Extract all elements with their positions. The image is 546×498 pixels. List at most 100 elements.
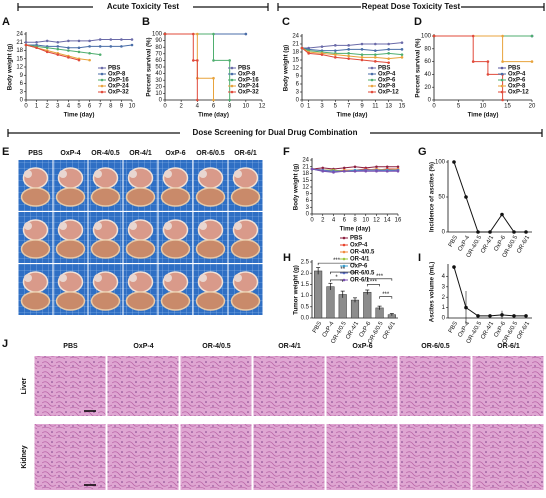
panel-label: C [282,16,290,28]
data-point [77,50,81,54]
y-tick-label: 15 [302,178,309,184]
data-point [524,314,528,318]
data-point [353,169,357,173]
y-tick-label: 6 [296,82,300,88]
x-tick-label: 5 [77,104,81,110]
tissue [55,187,86,207]
x-tick-label: PBS [448,235,459,248]
photo-group-label: OR-6/1 [234,150,257,157]
legend-label: OxP-4 [508,72,526,78]
data-point [452,160,456,164]
significance-bracket [379,296,393,299]
x-tick-label: 2 [46,104,50,110]
data-point [471,34,475,38]
data-point [396,165,400,169]
y-tick-label: 80 [424,46,431,52]
data-point [385,165,389,169]
x-tick-label: 2 [179,104,183,110]
legend-marker [342,243,346,247]
y-axis-label: Percent survival (%) [415,38,422,97]
data-point [120,38,123,41]
x-tick-label: 0 [300,104,304,110]
y-tick-label: 0 [442,230,446,236]
histology-image [326,356,398,416]
legend-label: OxP-8 [378,84,396,90]
tissue [195,187,226,207]
tissue [164,222,172,230]
tissue [234,274,242,282]
y-axis-label: Body weight (g) [7,44,14,90]
tissue [125,187,156,207]
histology-image [472,356,544,416]
tissue [90,291,121,311]
x-tick-label: OR-6/1 [516,320,531,340]
x-tick-label: 7 [99,104,103,110]
panel-label: E [2,146,9,158]
tissue [90,239,121,259]
x-tick-label: 10 [242,104,249,110]
data-point [244,32,248,36]
data-point [476,230,480,234]
legend-label: OxP-4 [378,72,396,78]
x-tick-label: 13 [385,104,392,110]
tissue [230,291,261,311]
histology-group-label: OxP-6 [352,343,372,350]
photo-group-label: OxP-4 [60,150,80,157]
x-tick-label: OR-4/1 [480,320,495,340]
data-point [334,49,337,52]
legend-label: OxP-8 [238,72,256,78]
data-point [342,169,346,173]
x-tick-label: 0 [432,104,436,110]
data-point [334,53,337,56]
data-point [67,49,70,52]
tissue [230,239,261,259]
y-tick-label: 3 [296,90,300,96]
legend-marker [100,78,104,82]
histology-image [107,356,179,416]
data-point [464,195,468,199]
y-tick-label: 0 [296,98,300,104]
y-tick-label: 20 [155,84,162,90]
y-tick-label: 0 [20,98,24,104]
legend-label: OxP-32 [108,90,129,96]
data-point [387,52,390,55]
bar [326,286,335,319]
x-tick-label: 5 [334,104,338,110]
data-point [77,46,81,50]
histology-row-label: Liver [21,377,28,394]
data-point [67,46,70,50]
data-point [212,32,215,36]
tissue [59,222,67,230]
data-point [400,56,404,59]
photo-group-label: OxP-6 [165,150,185,157]
series-line [434,35,532,63]
y-tick-label: 4 [442,274,446,280]
data-point [35,46,38,50]
data-point [191,32,195,36]
series-line [302,42,403,49]
x-tick-label: 20 [529,104,536,110]
data-point [360,53,364,56]
data-point [387,57,390,60]
data-point [374,60,377,63]
y-tick-label: 6 [306,198,310,204]
data-point [56,53,60,56]
y-tick-label: 2.5 [301,260,310,266]
tissue [160,239,191,259]
series-line [434,35,504,100]
y-tick-label: 40 [155,71,162,77]
y-axis-label: Tumor weight (g) [293,265,300,315]
photo-group-label: OR-4/0.5 [91,150,120,157]
legend-marker [500,90,504,94]
data-point [56,47,60,51]
data-point [163,32,167,36]
x-tick-label: 15 [504,104,511,110]
data-point [385,169,389,173]
x-axis-label: Time (day) [198,112,229,119]
histology-image [34,356,106,416]
significance-label: *** [376,274,384,280]
legend-marker [500,66,504,70]
data-point [375,165,378,169]
x-tick-label: 16 [395,218,402,224]
histology-image [34,424,106,490]
